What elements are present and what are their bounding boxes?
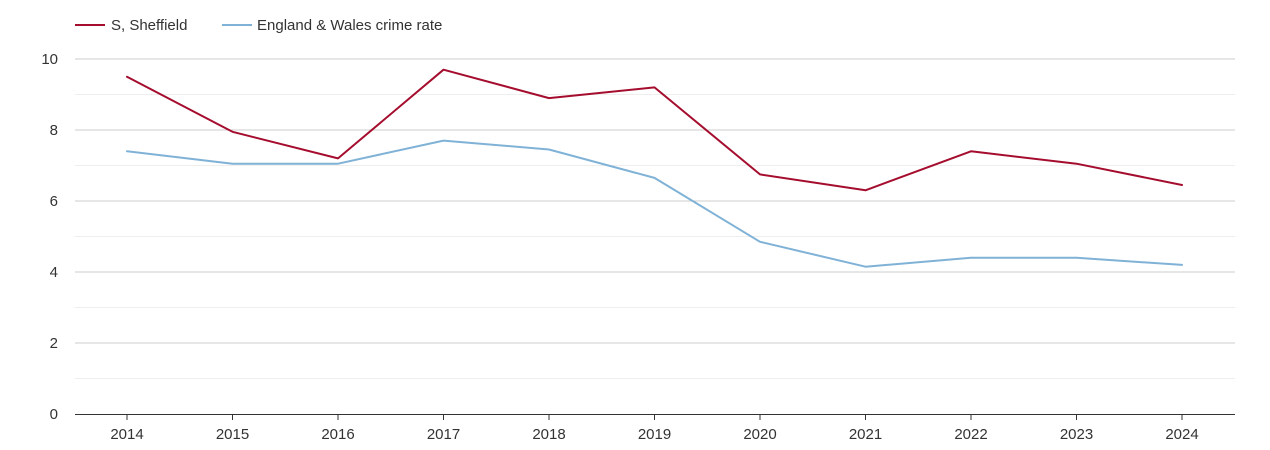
data-point-sheffield[interactable] bbox=[229, 128, 237, 136]
x-tick-label: 2018 bbox=[532, 426, 565, 443]
data-point-england-wales[interactable] bbox=[1178, 261, 1186, 269]
x-tick-label: 2019 bbox=[638, 426, 671, 443]
legend-label-england-wales: England & Wales crime rate bbox=[257, 17, 442, 34]
y-tick-label: 4 bbox=[50, 264, 58, 281]
y-tick-label: 8 bbox=[50, 122, 58, 139]
data-point-england-wales[interactable] bbox=[862, 263, 870, 271]
legend: S, Sheffield England & Wales crime rate bbox=[75, 17, 442, 34]
data-point-england-wales[interactable] bbox=[651, 174, 659, 182]
y-tick-label: 2 bbox=[50, 335, 58, 352]
data-point-sheffield[interactable] bbox=[862, 186, 870, 194]
legend-item-england-wales[interactable]: England & Wales crime rate bbox=[222, 17, 442, 34]
data-point-sheffield[interactable] bbox=[1073, 160, 1081, 168]
x-tick-label: 2014 bbox=[110, 426, 143, 443]
data-point-sheffield[interactable] bbox=[651, 83, 659, 91]
data-point-england-wales[interactable] bbox=[756, 238, 764, 246]
series-line-england-wales[interactable] bbox=[126, 139, 1183, 268]
x-tick-label: 2023 bbox=[1060, 426, 1093, 443]
grid bbox=[75, 58, 1235, 379]
series bbox=[123, 66, 1186, 271]
legend-label-sheffield: S, Sheffield bbox=[111, 17, 187, 34]
y-tick-label: 0 bbox=[50, 406, 58, 423]
data-point-sheffield[interactable] bbox=[440, 66, 448, 74]
data-point-england-wales[interactable] bbox=[545, 146, 553, 154]
data-point-sheffield[interactable] bbox=[334, 154, 342, 162]
data-point-sheffield[interactable] bbox=[1178, 181, 1186, 189]
data-point-england-wales[interactable] bbox=[123, 147, 131, 155]
x-tick-label: 2024 bbox=[1165, 426, 1198, 443]
x-tick-label: 2022 bbox=[954, 426, 987, 443]
legend-item-sheffield[interactable]: S, Sheffield bbox=[75, 17, 187, 34]
x-tick-label: 2016 bbox=[321, 426, 354, 443]
x-tick-label: 2021 bbox=[849, 426, 882, 443]
data-point-england-wales[interactable] bbox=[440, 137, 448, 145]
data-point-sheffield[interactable] bbox=[545, 94, 553, 102]
data-point-sheffield[interactable] bbox=[967, 147, 975, 155]
x-tick-label: 2020 bbox=[743, 426, 776, 443]
data-point-england-wales[interactable] bbox=[229, 160, 237, 168]
data-point-england-wales[interactable] bbox=[1073, 254, 1081, 262]
axes: 0 2 4 6 8 10 2014 2015 2016 2017 2018 2019 2020 2021 2… bbox=[41, 51, 1235, 443]
y-tick-label: 6 bbox=[50, 193, 58, 210]
data-point-sheffield[interactable] bbox=[756, 170, 764, 178]
series-line-sheffield[interactable] bbox=[126, 68, 1183, 192]
data-point-england-wales[interactable] bbox=[967, 254, 975, 262]
data-point-sheffield[interactable] bbox=[123, 73, 131, 81]
y-tick-label: 10 bbox=[41, 51, 58, 68]
x-tick-label: 2017 bbox=[427, 426, 460, 443]
x-tick-label: 2015 bbox=[216, 426, 249, 443]
